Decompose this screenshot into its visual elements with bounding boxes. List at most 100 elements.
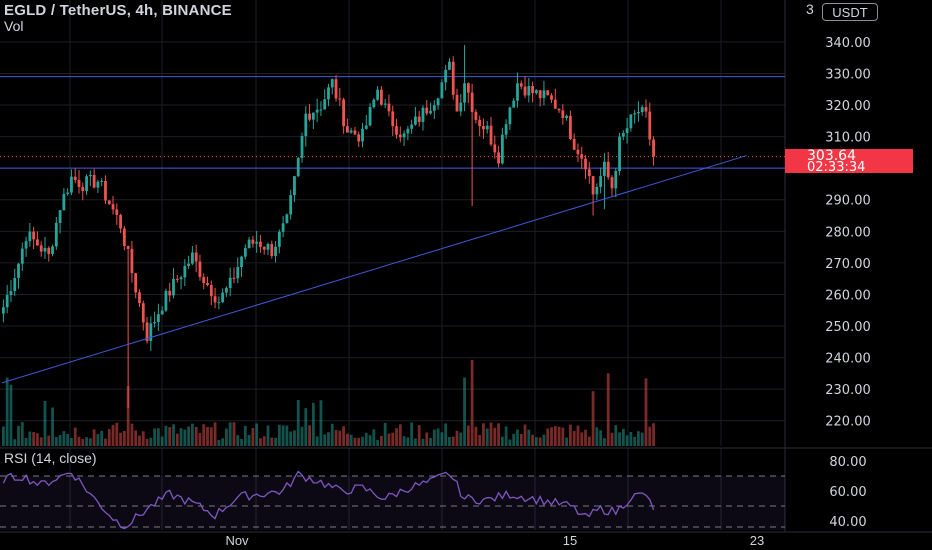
volume-bar xyxy=(361,436,364,446)
volume-bar xyxy=(440,432,444,446)
candle-body xyxy=(228,277,232,288)
candle-body xyxy=(621,132,625,137)
volume-bar xyxy=(221,438,225,446)
volume-bar xyxy=(357,437,361,446)
candle-body xyxy=(296,157,300,177)
volume-bar xyxy=(648,426,652,446)
volume-bar xyxy=(202,424,206,446)
volume-bar xyxy=(319,400,323,446)
volume-bar xyxy=(338,430,342,446)
candle-body xyxy=(122,228,126,246)
symbol-title[interactable]: EGLD / TetherUS, 4h, BINANCE xyxy=(4,2,232,19)
candle-body xyxy=(421,107,425,122)
volume-bar xyxy=(172,424,175,446)
volume-bar xyxy=(32,432,36,446)
candle-body xyxy=(308,113,311,120)
volume-bar xyxy=(512,433,516,446)
volume-bar xyxy=(206,426,209,446)
currency-button[interactable]: USDT xyxy=(822,3,878,21)
volume-bar xyxy=(20,422,24,446)
volume-bar xyxy=(410,422,414,446)
candle-body xyxy=(277,231,281,247)
candle-body xyxy=(160,310,164,315)
volume-bar xyxy=(349,434,353,446)
candle-body xyxy=(47,247,51,255)
candle-body xyxy=(134,273,138,293)
candle-body xyxy=(561,110,565,119)
candle-body xyxy=(417,116,421,122)
time-tick-label: Nov xyxy=(225,533,249,548)
candle-body xyxy=(478,119,482,127)
candle-body xyxy=(168,290,172,296)
candle-body xyxy=(353,130,357,135)
volume-bar xyxy=(251,428,255,446)
volume-bar xyxy=(504,426,508,446)
candle-body xyxy=(285,214,289,224)
candle-body xyxy=(66,192,70,194)
candle-body xyxy=(330,79,334,88)
volume-label[interactable]: Vol xyxy=(4,18,24,34)
price-axis[interactable]: 220.00 230.00 240.00 250.00 260.00 270.00 280.… xyxy=(825,36,871,530)
volume-bar xyxy=(353,437,357,446)
volume-bar xyxy=(107,429,111,446)
candle-body xyxy=(115,209,119,215)
volume-bar xyxy=(640,432,644,446)
price-tick-label: 240.00 xyxy=(825,352,871,367)
candle-body xyxy=(398,134,402,138)
volume-bar xyxy=(500,436,504,446)
candle-body xyxy=(266,244,270,250)
candle-body xyxy=(425,107,429,114)
candle-body xyxy=(96,181,100,188)
candle-body xyxy=(183,265,187,278)
volume-bar xyxy=(225,428,228,446)
candle-body xyxy=(24,241,28,249)
price-tick-label: 330.00 xyxy=(825,67,871,82)
volume-bar xyxy=(553,426,557,446)
volume-bar xyxy=(569,424,572,446)
candle-body xyxy=(538,90,542,99)
volume-bar xyxy=(300,426,304,446)
candle-body xyxy=(482,126,485,130)
volume-bar xyxy=(531,434,534,446)
volume-bar xyxy=(28,431,32,446)
volume-bar xyxy=(576,425,580,446)
rsi-tick-label: 60.00 xyxy=(829,485,866,500)
volume-bar xyxy=(323,434,327,446)
candle-body xyxy=(164,290,168,311)
candle-body xyxy=(92,174,96,188)
volume-bar xyxy=(96,434,100,446)
candle-body xyxy=(9,291,13,296)
trendline[interactable] xyxy=(1,155,747,384)
volume-bar xyxy=(130,423,134,446)
price-tick-label: 290.00 xyxy=(825,194,871,209)
candle-body xyxy=(255,241,259,244)
candle-body xyxy=(546,90,550,96)
volume-bar xyxy=(466,425,470,446)
candle-body xyxy=(145,322,149,341)
volume-bar xyxy=(175,433,179,446)
volume-bar xyxy=(432,429,436,446)
candle-body xyxy=(221,292,225,303)
rsi-label[interactable]: RSI (14, close) xyxy=(4,450,97,466)
candle-body xyxy=(126,245,130,249)
volume-bar xyxy=(417,425,421,446)
candle-body xyxy=(349,130,353,133)
horizontal-lines[interactable] xyxy=(0,76,785,169)
volume-bar xyxy=(24,437,28,446)
candle-body xyxy=(565,115,569,119)
candle-body xyxy=(406,128,410,134)
rsi-tick-label: 80.00 xyxy=(829,455,866,470)
candle-body xyxy=(100,180,104,182)
price-tick-label: 340.00 xyxy=(825,36,871,51)
candle-body xyxy=(633,113,637,115)
candle-body xyxy=(489,125,493,145)
trendline-layer[interactable] xyxy=(1,155,747,384)
candle-body xyxy=(345,126,349,133)
volume-bar xyxy=(621,428,625,446)
price-tick-label: 270.00 xyxy=(825,257,871,272)
candle-body xyxy=(198,261,202,278)
candles xyxy=(2,45,655,409)
time-axis[interactable]: Nov 15 23 xyxy=(225,533,764,548)
candle-body xyxy=(451,61,455,95)
